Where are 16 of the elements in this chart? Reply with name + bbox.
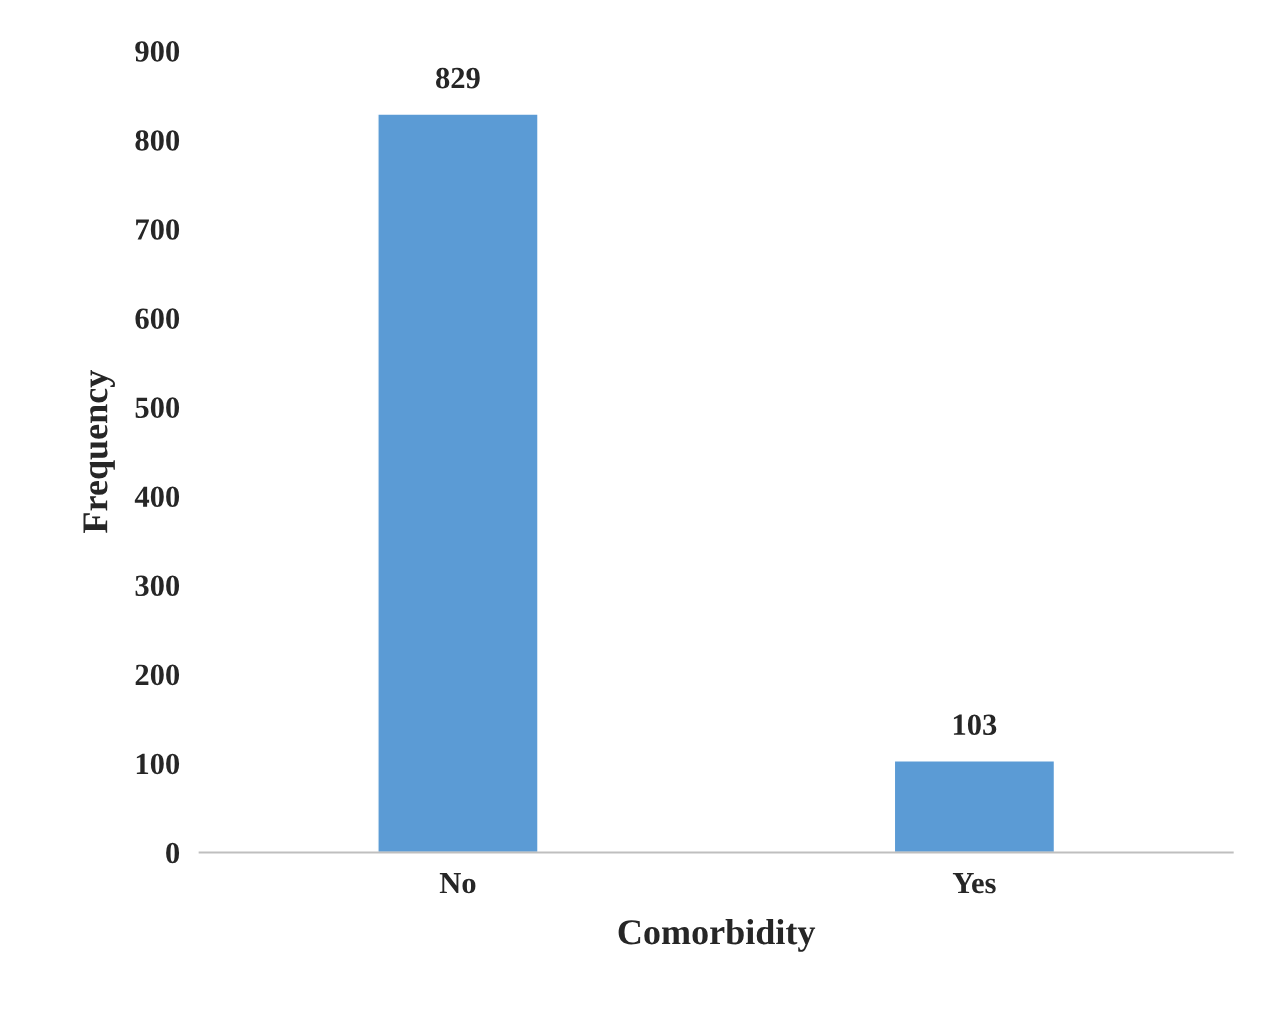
- y-axis-title: Frequency: [83, 370, 115, 533]
- y-tick-label: 700: [136, 219, 180, 240]
- x-axis-title: Comorbidity: [618, 919, 816, 952]
- x-tick-label: Yes: [952, 873, 996, 894]
- y-tick-label: 500: [135, 397, 180, 418]
- y-tick-label: 900: [135, 41, 180, 62]
- y-tick-label: 0: [166, 842, 180, 864]
- data-label: 829: [436, 67, 480, 89]
- data-label: 103: [953, 714, 997, 736]
- x-tick-label: No: [439, 873, 476, 894]
- y-tick-label: 800: [135, 130, 180, 151]
- y-tick-label: 600: [135, 308, 180, 329]
- y-tick-label: 300: [135, 575, 180, 597]
- y-tick-label: 200: [135, 664, 180, 686]
- y-tick-label: 100: [136, 753, 180, 775]
- y-tick-label: 400: [134, 486, 180, 508]
